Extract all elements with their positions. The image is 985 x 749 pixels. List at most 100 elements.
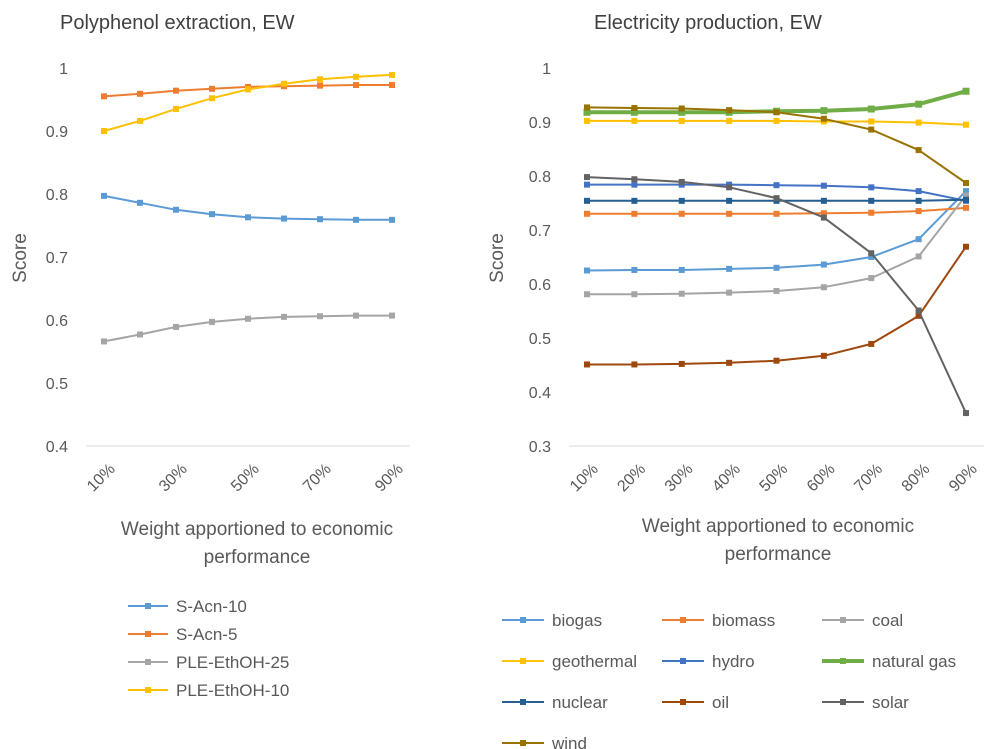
left-y-tick-label: 0.8 xyxy=(46,187,68,204)
plot-layer: 0.4 0.5 0.6 0.7 0.8 0.9 1 10% 30% 50% 70% 90% 0.3 0.4… xyxy=(46,61,984,495)
left-y-axis-title: Score xyxy=(10,233,31,283)
left-point-ple-ethoh-25 xyxy=(101,338,107,345)
left-point-ple-ethoh-10 xyxy=(389,71,395,78)
left-point-ple-ethoh-10 xyxy=(245,86,251,93)
right-point-coal xyxy=(726,289,733,296)
right-point-solar xyxy=(678,178,685,185)
left-point-s-acn-5 xyxy=(101,93,107,100)
left-legend-label-s-acn-10: S-Acn-10 xyxy=(176,597,247,616)
right-point-nuclear xyxy=(726,197,733,204)
right-x-tick-label: 70% xyxy=(851,461,886,496)
right-point-biomass xyxy=(820,210,827,217)
right-legend-marker-hydro xyxy=(680,658,686,664)
right-point-geothermal xyxy=(963,121,969,128)
left-point-s-acn-10 xyxy=(245,214,251,221)
left-y-tick-label: 0.6 xyxy=(46,313,68,330)
right-point-wind xyxy=(631,104,638,111)
right-point-biogas xyxy=(868,254,875,260)
left-x-axis-title-line1: Weight apportioned to economic xyxy=(121,519,393,540)
right-point-solar xyxy=(631,176,638,183)
right-y-tick-label: 0.3 xyxy=(529,439,551,456)
right-chart-title: Electricity production, EW xyxy=(594,12,822,34)
right-legend-label-natural-gas: natural gas xyxy=(872,652,956,671)
right-point-hydro xyxy=(584,181,590,188)
left-point-ple-ethoh-25 xyxy=(389,312,395,319)
left-x-tick-label: 10% xyxy=(84,461,119,496)
left-point-s-acn-5 xyxy=(353,82,359,89)
right-point-solar xyxy=(820,214,827,221)
right-x-tick-label: 20% xyxy=(614,461,649,496)
right-legend-label-biomass: biomass xyxy=(712,611,775,630)
left-point-ple-ethoh-10 xyxy=(281,80,287,87)
right-point-biogas xyxy=(678,266,685,273)
right-y-tick-label: 0.8 xyxy=(529,169,551,186)
left-point-s-acn-5 xyxy=(137,90,143,97)
right-point-geothermal xyxy=(584,117,590,124)
left-point-s-acn-10 xyxy=(173,206,179,213)
right-y-tick-label: 0.6 xyxy=(529,277,551,294)
left-point-ple-ethoh-10 xyxy=(317,76,323,83)
right-point-oil xyxy=(963,243,969,250)
right-point-oil xyxy=(915,312,922,319)
right-point-hydro xyxy=(868,184,875,191)
right-point-biogas xyxy=(726,265,733,272)
left-series-line-ple-ethoh-10 xyxy=(103,73,393,132)
right-point-biomass xyxy=(726,210,733,217)
left-legend-marker-ple-ethoh-10 xyxy=(145,687,151,693)
right-legend-label-geothermal: geothermal xyxy=(552,652,637,671)
left-chart: 0.4 0.5 0.6 0.7 0.8 0.9 1 10% 30% 50% 70% 90% xyxy=(46,61,410,495)
right-legend-marker-wind xyxy=(520,740,526,746)
right-point-hydro xyxy=(915,188,922,195)
left-point-s-acn-10 xyxy=(137,199,143,206)
right-legend-marker-natural-gas xyxy=(840,658,846,664)
left-x-tick-label: 30% xyxy=(156,461,191,496)
right-point-oil xyxy=(820,352,827,359)
right-point-solar xyxy=(963,410,969,417)
left-point-s-acn-10 xyxy=(209,211,215,218)
right-x-axis-title-line2: performance xyxy=(725,544,832,565)
right-series-line-coal xyxy=(587,194,967,296)
right-y-tick-label: 0.5 xyxy=(529,331,551,348)
right-x-tick-label: 40% xyxy=(709,461,744,496)
right-x-tick-label: 80% xyxy=(899,461,934,496)
right-y-tick-label: 0.4 xyxy=(529,385,551,402)
left-x-axis-title-line2: performance xyxy=(204,547,311,568)
left-point-ple-ethoh-25 xyxy=(137,331,143,338)
right-point-oil xyxy=(773,357,780,364)
right-point-coal xyxy=(584,291,590,298)
left-point-s-acn-5 xyxy=(209,85,215,92)
left-point-ple-ethoh-10 xyxy=(137,117,143,124)
right-point-nuclear xyxy=(678,197,685,204)
left-point-ple-ethoh-10 xyxy=(353,73,359,80)
right-point-oil xyxy=(726,359,733,366)
right-point-solar xyxy=(868,250,875,257)
left-point-s-acn-10 xyxy=(101,192,107,199)
left-point-ple-ethoh-10 xyxy=(173,105,179,112)
left-legend-marker-ple-ethoh-25 xyxy=(145,659,151,665)
right-point-oil xyxy=(584,361,590,368)
right-legend-marker-biomass xyxy=(680,617,686,623)
right-point-biomass xyxy=(915,208,922,215)
left-point-s-acn-10 xyxy=(317,216,323,223)
right-legend-label-solar: solar xyxy=(872,693,909,712)
right-point-oil xyxy=(631,361,638,368)
right-point-biogas xyxy=(963,188,969,195)
right-legend-marker-biogas xyxy=(520,617,526,623)
right-point-biogas xyxy=(584,267,590,274)
right-x-tick-label: 60% xyxy=(804,461,839,496)
right-point-natural-gas xyxy=(867,105,875,113)
left-point-s-acn-5 xyxy=(173,87,179,94)
right-y-tick-label: 1 xyxy=(542,61,551,78)
right-point-coal xyxy=(820,284,827,291)
right-point-wind xyxy=(963,180,969,187)
right-point-natural-gas xyxy=(962,87,970,95)
right-point-natural-gas xyxy=(678,108,686,116)
right-legend-label-biogas: biogas xyxy=(552,611,602,630)
right-point-biogas xyxy=(773,264,780,271)
right-point-natural-gas xyxy=(583,108,591,116)
left-point-ple-ethoh-10 xyxy=(101,128,107,134)
right-legend-marker-coal xyxy=(840,617,846,623)
left-x-tick-label: 90% xyxy=(372,461,407,496)
right-legend-label-oil: oil xyxy=(712,693,729,712)
